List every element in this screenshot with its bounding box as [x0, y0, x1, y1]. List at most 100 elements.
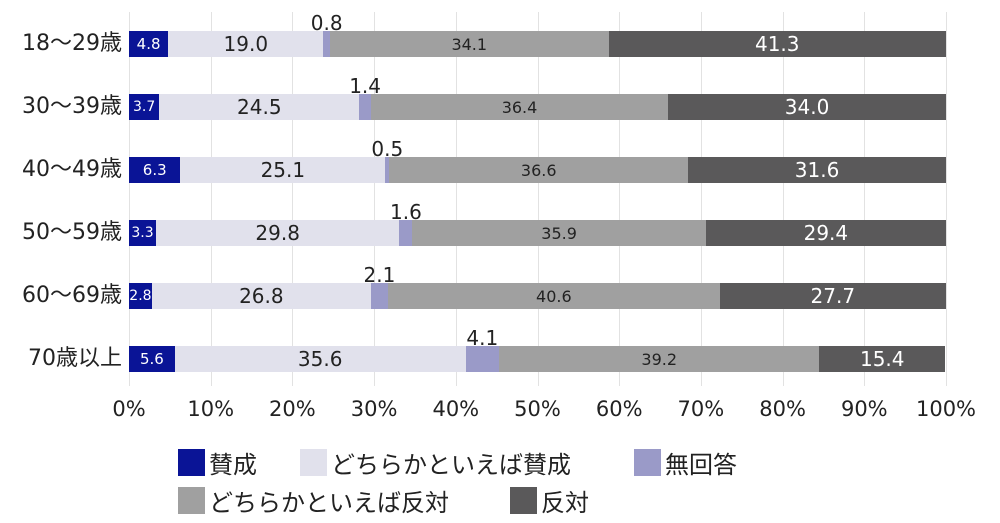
value-label: 25.1 [260, 158, 306, 182]
bar-segment: 34.0 [668, 94, 946, 120]
gridline [537, 12, 539, 386]
gridline [619, 12, 621, 386]
plot-area: 4.8 19.0 0.8 34.1 41.3 3.7 24.5 1.4 36.4 34.0 6.3 2… [129, 11, 947, 386]
bar-segment: 1.6 [390, 200, 422, 246]
value-label: 3.7 [132, 99, 156, 115]
bar-row: 2.8 26.8 2.1 40.6 27.7 [129, 263, 946, 309]
value-label: 19.0 [223, 32, 269, 56]
legend-swatch [300, 449, 327, 476]
gridline [292, 12, 294, 386]
bar-segment: 3.7 [129, 94, 160, 120]
gridline [455, 12, 457, 386]
gridline [782, 12, 784, 386]
bar-row: 5.6 35.6 4.1 39.2 15.4 [129, 326, 946, 372]
gridline [210, 12, 212, 386]
bar-segment: 24.5 [159, 94, 360, 120]
x-tick-label: 0% [112, 397, 146, 421]
x-tick-label: 70% [677, 397, 725, 421]
x-tick-label: 60% [595, 397, 643, 421]
bar-row: 4.8 19.0 0.8 34.1 41.3 [129, 11, 946, 57]
bar-segment: 2.1 [364, 263, 395, 309]
legend-item: どちらかといえば反対 [178, 483, 449, 518]
x-tick-label: 30% [350, 397, 398, 421]
legend-swatch [178, 449, 205, 476]
bar-segment: 4.8 [129, 31, 169, 57]
legend-item: どちらかといえば賛成 [300, 445, 571, 480]
legend-label: どちらかといえば賛成 [331, 451, 571, 479]
value-label: 40.6 [536, 286, 572, 306]
legend-swatch [510, 487, 537, 514]
category-label: 30〜39歳 [22, 94, 122, 119]
value-label: 26.8 [239, 284, 284, 308]
bar-segment: 6.3 [129, 157, 181, 183]
value-label: 5.6 [139, 350, 164, 368]
bar-segment: 29.8 [155, 220, 400, 246]
bar-segment: 4.1 [465, 326, 500, 372]
bar-segment: 40.6 [387, 283, 720, 309]
value-label: 41.3 [754, 32, 800, 56]
category-label: 70歳以上 [28, 346, 122, 371]
category-label: 40〜49歳 [22, 157, 122, 182]
gridline [946, 12, 947, 386]
gridline [129, 12, 130, 386]
value-label: 27.7 [810, 284, 856, 308]
x-tick-label: 90% [840, 397, 888, 421]
bar-segment: 15.4 [819, 346, 946, 372]
value-label: 15.4 [859, 347, 905, 371]
bar-segment: 3.3 [129, 220, 156, 246]
legend-swatch [634, 449, 661, 476]
value-label: 35.9 [541, 223, 577, 243]
value-label: 29.8 [255, 221, 300, 245]
value-label: 6.3 [142, 161, 167, 179]
bar-segment: 19.0 [168, 31, 324, 57]
value-label: 3.3 [131, 225, 154, 241]
value-label: 36.4 [501, 97, 538, 117]
x-tick-label: 10% [187, 397, 235, 421]
value-label: 34.1 [451, 34, 488, 54]
x-tick-label: 20% [269, 397, 316, 421]
legend-swatch [178, 487, 205, 514]
bar-segment: 31.6 [688, 157, 946, 183]
bar-segment: 35.9 [412, 220, 706, 246]
bar-segment: 35.6 [174, 346, 466, 372]
value-label: 31.6 [794, 158, 840, 182]
legend-label: 賛成 [209, 451, 257, 479]
bar-row: 3.3 29.8 1.6 35.9 29.4 [129, 200, 946, 246]
category-label: 18〜29歳 [22, 31, 122, 56]
legend-label: どちらかといえば反対 [209, 489, 449, 517]
legend-label: 無回答 [665, 451, 737, 479]
bar-segment: 5.6 [129, 346, 175, 372]
gridline [374, 12, 376, 386]
bar-segment: 27.7 [719, 283, 946, 309]
bar-segment: 2.8 [129, 283, 152, 309]
bar-segment: 1.4 [349, 74, 381, 120]
bar-segment: 36.6 [389, 157, 689, 183]
bar-segment: 25.1 [180, 157, 386, 183]
legend-item: 無回答 [634, 445, 737, 480]
value-label: 39.2 [641, 349, 678, 369]
value-label: 4.1 [466, 326, 499, 350]
x-tick-label: 40% [432, 397, 480, 421]
x-tick-label: 100% [915, 397, 977, 421]
legend-label: 反対 [541, 489, 589, 517]
gridline [700, 12, 702, 386]
x-tick-label: 50% [514, 397, 561, 421]
bar-segment: 36.4 [370, 94, 669, 120]
x-tick-label: 80% [759, 397, 806, 421]
legend-item: 反対 [510, 483, 589, 518]
gridline [864, 12, 866, 386]
bar-segment: 26.8 [151, 283, 371, 309]
bar-row: 3.7 24.5 1.4 36.4 34.0 [129, 74, 946, 120]
bar-segment: 39.2 [499, 346, 820, 372]
value-label: 24.5 [237, 95, 282, 119]
bar-segment: 34.1 [329, 31, 609, 57]
category-label: 50〜59歳 [22, 220, 122, 245]
category-label: 60〜69歳 [22, 283, 122, 308]
legend-item: 賛成 [178, 445, 257, 480]
value-label: 4.8 [136, 35, 161, 53]
bar-segment: 29.4 [705, 220, 946, 246]
value-label: 34.0 [784, 95, 830, 119]
bar-row: 6.3 25.1 0.5 36.6 31.6 [129, 137, 946, 183]
value-label: 29.4 [803, 221, 849, 245]
